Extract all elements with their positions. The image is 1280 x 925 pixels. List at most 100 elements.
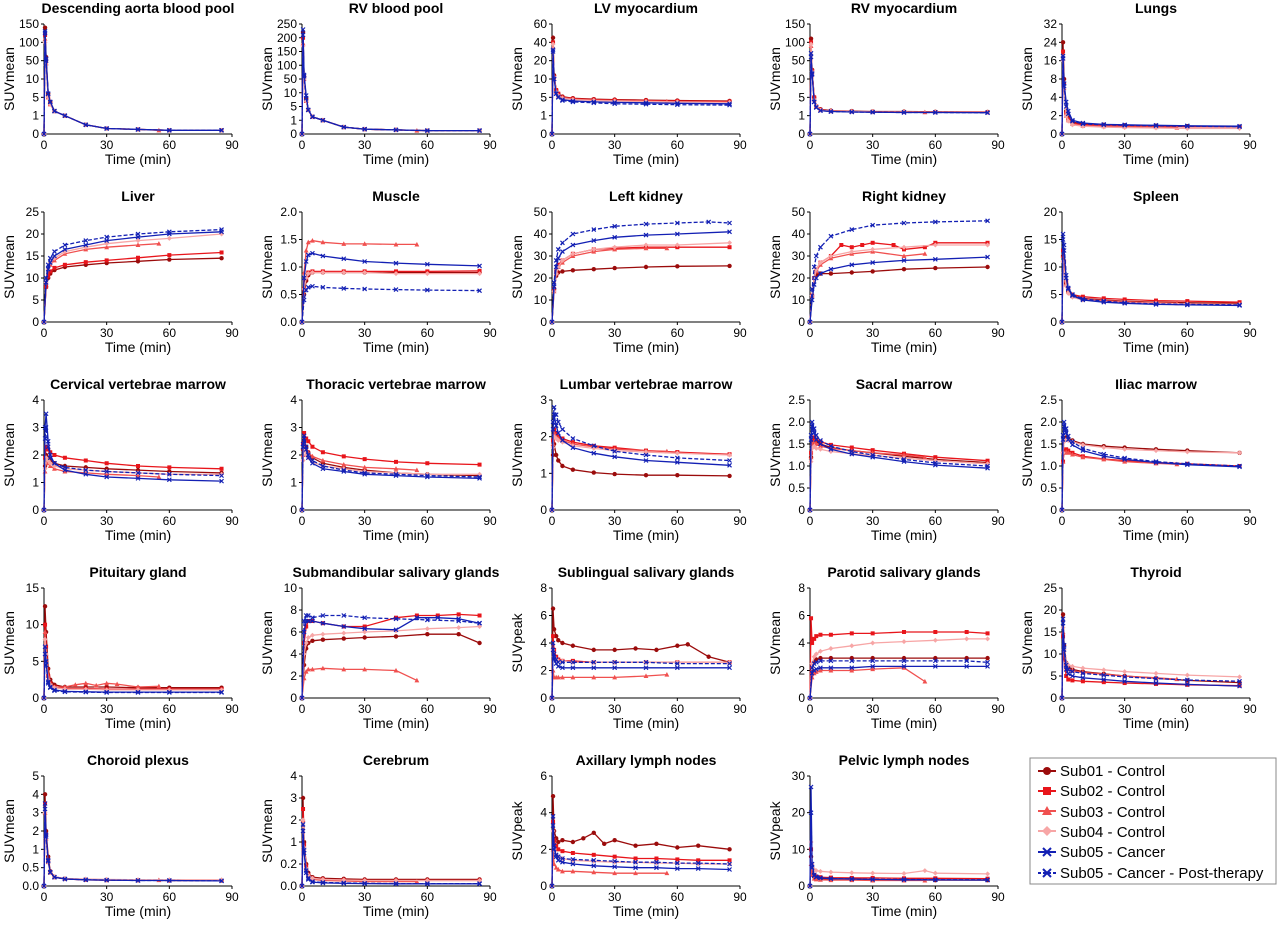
data-point bbox=[706, 219, 712, 225]
data-point bbox=[985, 254, 990, 260]
y-axis-label: SUVpeak bbox=[767, 800, 783, 860]
data-point bbox=[807, 883, 813, 889]
y-tick-label: 10 bbox=[534, 72, 548, 86]
series-sub05-cancer-post-therapy bbox=[549, 47, 732, 137]
panel-title: Iliac marrow bbox=[1115, 376, 1197, 392]
data-point bbox=[870, 658, 876, 664]
y-tick-label: 30 bbox=[534, 249, 548, 263]
series-line bbox=[809, 440, 925, 511]
series-sub04-control bbox=[549, 647, 733, 701]
data-point bbox=[393, 881, 399, 887]
data-point bbox=[612, 234, 618, 240]
y-tick-label: 4 bbox=[1050, 90, 1057, 104]
y-axis-label: SUVmean bbox=[259, 423, 275, 487]
y-tick-label: 10 bbox=[284, 581, 298, 595]
y-tick-label: 3 bbox=[32, 421, 39, 435]
data-point bbox=[424, 271, 430, 277]
data-point bbox=[135, 684, 141, 689]
series-line bbox=[809, 42, 988, 135]
legend-marker-sub04 bbox=[1042, 826, 1052, 836]
series-line bbox=[43, 427, 222, 511]
data-point bbox=[304, 624, 309, 629]
data-point bbox=[675, 643, 680, 648]
data-point bbox=[393, 271, 399, 277]
data-point bbox=[675, 264, 680, 269]
x-tick-label: 90 bbox=[225, 514, 239, 528]
data-point bbox=[643, 472, 649, 478]
data-point bbox=[849, 445, 854, 450]
data-point bbox=[870, 663, 876, 669]
x-axis-label: Time (min) bbox=[1123, 715, 1189, 731]
data-point bbox=[553, 257, 559, 263]
data-point bbox=[1153, 448, 1159, 454]
series-sub03-control bbox=[807, 861, 928, 888]
data-point bbox=[612, 647, 617, 653]
data-point bbox=[1101, 672, 1107, 678]
data-point bbox=[1184, 461, 1190, 467]
series-line bbox=[809, 660, 988, 699]
data-point bbox=[674, 242, 680, 248]
x-axis-label: Time (min) bbox=[363, 715, 429, 731]
data-point bbox=[362, 464, 368, 470]
series-line bbox=[551, 407, 730, 511]
data-point bbox=[1122, 455, 1128, 461]
data-point bbox=[727, 659, 733, 665]
y-tick-label: 0 bbox=[798, 691, 805, 705]
data-point bbox=[591, 869, 597, 875]
series-sub01-control bbox=[299, 270, 482, 325]
legend: Sub01 - Control Sub02 - Control Sub03 - … bbox=[1029, 757, 1277, 885]
x-tick-label: 90 bbox=[733, 702, 747, 716]
series-line bbox=[809, 856, 988, 887]
data-point bbox=[310, 458, 315, 463]
data-point bbox=[1080, 665, 1086, 671]
data-point bbox=[135, 231, 141, 237]
data-point bbox=[362, 615, 368, 621]
series-line bbox=[809, 667, 926, 699]
data-point bbox=[1065, 111, 1071, 117]
panel-title: LV myocardium bbox=[594, 0, 698, 16]
x-tick-label: 60 bbox=[163, 702, 177, 716]
data-point bbox=[870, 876, 876, 882]
data-point bbox=[685, 642, 690, 647]
data-point bbox=[301, 297, 307, 303]
data-point bbox=[555, 437, 561, 443]
series-sub05-cancer-post-therapy bbox=[807, 658, 990, 701]
data-point bbox=[570, 839, 576, 845]
data-point bbox=[901, 257, 907, 263]
data-point bbox=[556, 839, 561, 845]
data-point bbox=[1061, 642, 1067, 648]
data-point bbox=[394, 615, 398, 620]
data-point bbox=[901, 639, 907, 645]
panel-cervical-vertebrae-marrow: Cervical vertebrae marrow 0 1 2 3 4 0 30 60 90 Tim… bbox=[1, 376, 239, 543]
data-point bbox=[849, 665, 855, 671]
panel-title: Spleen bbox=[1133, 188, 1179, 204]
panel-title: Lumbar vertebrae marrow bbox=[560, 376, 733, 392]
data-point bbox=[305, 875, 311, 881]
data-point bbox=[477, 613, 482, 618]
panel-title: Cerebrum bbox=[363, 752, 429, 768]
data-point bbox=[812, 435, 817, 440]
data-point bbox=[1080, 679, 1085, 684]
y-axis-label: SUVmean bbox=[259, 611, 275, 675]
data-point bbox=[1153, 301, 1159, 307]
data-point bbox=[301, 433, 307, 439]
data-point bbox=[727, 229, 732, 235]
y-tick-label: 0 bbox=[32, 315, 39, 329]
legend-entry-sub03: Sub03 - Control bbox=[1038, 804, 1165, 821]
series-sub02-control bbox=[808, 240, 990, 324]
data-point bbox=[219, 690, 224, 695]
x-tick-label: 90 bbox=[1243, 702, 1257, 716]
data-point bbox=[901, 267, 907, 272]
data-point bbox=[42, 792, 48, 797]
y-tick-label: 0 bbox=[1050, 503, 1057, 517]
series-sub01-control bbox=[549, 793, 732, 889]
y-tick-label: 8 bbox=[290, 603, 297, 617]
x-tick-label: 0 bbox=[807, 890, 814, 904]
data-point bbox=[47, 455, 53, 461]
data-point bbox=[1185, 299, 1190, 304]
data-point bbox=[1060, 231, 1066, 237]
data-point bbox=[560, 437, 565, 443]
data-point bbox=[303, 444, 309, 450]
data-point bbox=[612, 448, 618, 454]
